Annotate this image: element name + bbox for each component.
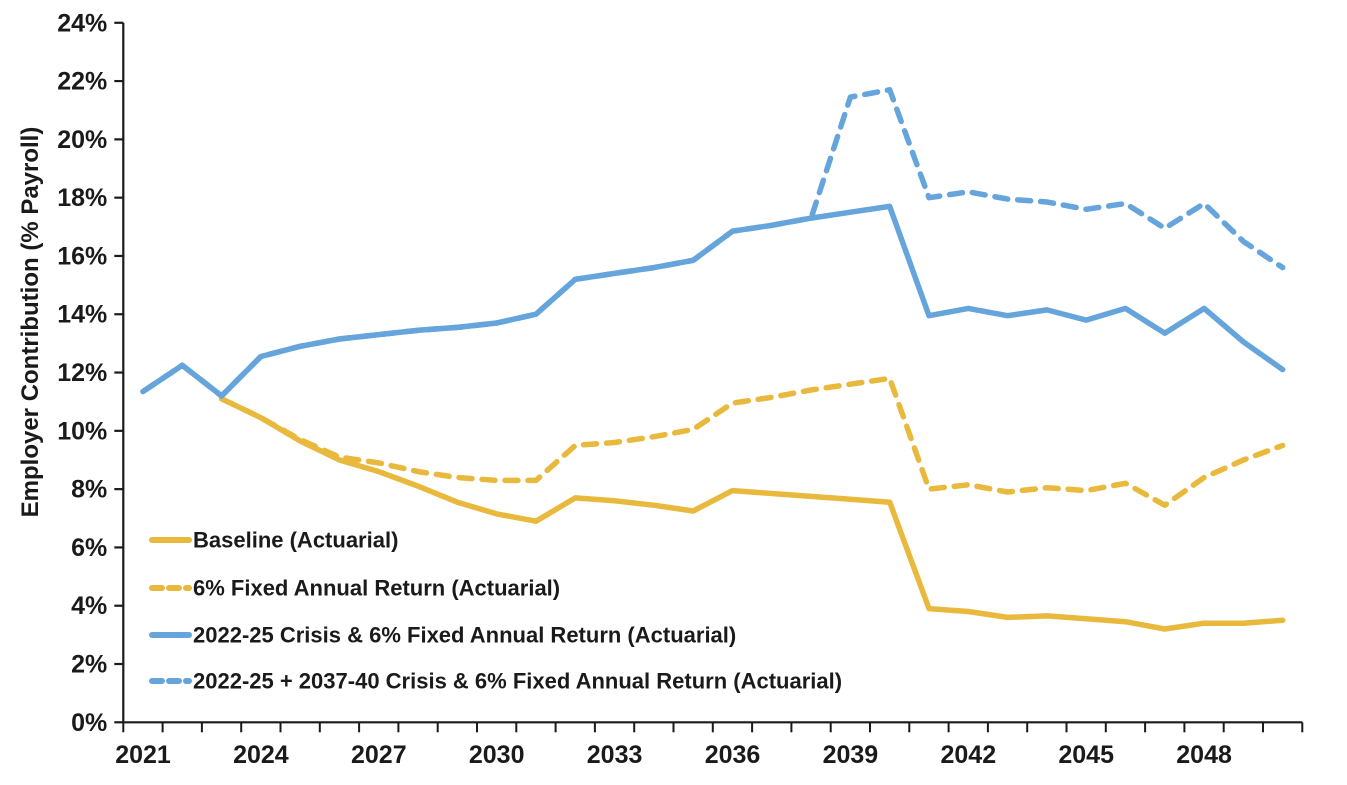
y-tick-label: 6% (71, 534, 107, 562)
legend-label-1: 6% Fixed Annual Return (Actuarial) (193, 576, 560, 601)
legend-label-0: Baseline (Actuarial) (193, 528, 398, 553)
x-tick-label: 2036 (705, 741, 761, 769)
x-tick-label: 2039 (823, 741, 879, 769)
x-tick-label: 2042 (940, 741, 996, 769)
y-tick-label: 0% (71, 709, 107, 737)
x-tick-label: 2033 (587, 741, 643, 769)
x-tick-label: 2021 (115, 741, 171, 769)
legend-label-3: 2022-25 + 2037-40 Crisis & 6% Fixed Annu… (193, 669, 842, 694)
y-tick-label: 16% (57, 242, 107, 270)
y-tick-label: 8% (71, 476, 107, 504)
y-tick-label: 24% (57, 9, 107, 37)
x-tick-label: 2024 (233, 741, 289, 769)
series-line-2 (140, 203, 1286, 399)
series-line-0 (218, 396, 1286, 632)
series-line-1 (218, 375, 1286, 508)
y-tick-label: 22% (57, 68, 107, 96)
y-tick-label: 20% (57, 126, 107, 154)
x-tick-label: 2045 (1058, 741, 1114, 769)
y-tick-label: 18% (57, 184, 107, 212)
y-tick-label: 12% (57, 359, 107, 387)
x-tick-label: 2048 (1176, 741, 1232, 769)
y-tick-label: 14% (57, 301, 107, 329)
y-tick-label: 4% (71, 592, 107, 620)
y-tick-label: 10% (57, 417, 107, 445)
legend-label-2: 2022-25 Crisis & 6% Fixed Annual Return … (193, 623, 736, 648)
x-tick-label: 2030 (469, 741, 525, 769)
y-tick-label: 2% (71, 651, 107, 679)
x-tick-label: 2027 (351, 741, 407, 769)
y-axis-title: Employer Contribution (% Payroll) (17, 127, 44, 518)
